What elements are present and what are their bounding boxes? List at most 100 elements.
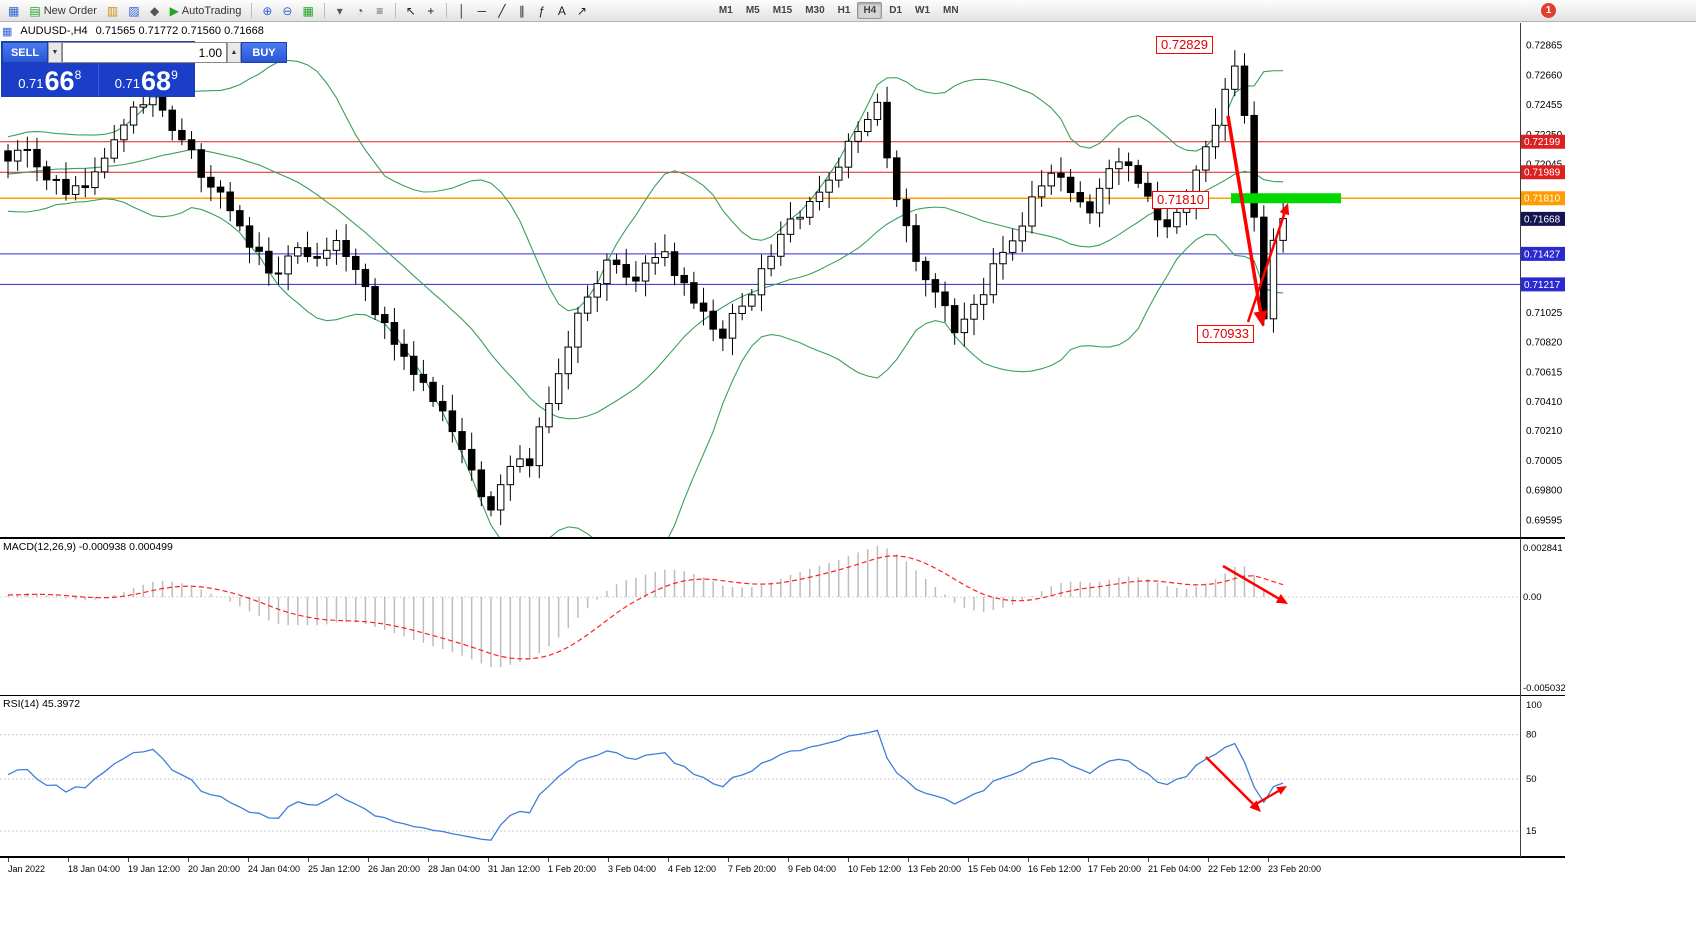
fibonacci-button[interactable]: ƒ bbox=[533, 2, 551, 20]
svg-text:80: 80 bbox=[1526, 730, 1537, 741]
time-label: 19 Jan 12:00 bbox=[128, 864, 181, 874]
timeframe-d1[interactable]: D1 bbox=[889, 5, 903, 16]
crosshair-icon: + bbox=[427, 3, 435, 18]
time-tick bbox=[848, 858, 849, 862]
svg-text:0.70410: 0.70410 bbox=[1526, 397, 1563, 408]
buy-price-main: 68 bbox=[141, 66, 172, 96]
svg-text:0.69800: 0.69800 bbox=[1526, 486, 1563, 497]
new-chart-button[interactable]: ▦ bbox=[4, 2, 23, 20]
buy-button[interactable]: BUY bbox=[241, 42, 287, 63]
timeframe-m5[interactable]: M5 bbox=[745, 5, 760, 16]
market-watch-button[interactable]: ▥ bbox=[103, 2, 122, 20]
vertical-line-icon: │ bbox=[458, 3, 466, 18]
time-tick bbox=[368, 858, 369, 862]
svg-text:0.00: 0.00 bbox=[1523, 592, 1542, 603]
time-tick bbox=[788, 858, 789, 862]
time-label: 28 Jan 04:00 bbox=[428, 864, 481, 874]
price-callout[interactable]: 0.71810 bbox=[1152, 191, 1209, 209]
zoom-out-button[interactable]: ⊖ bbox=[278, 2, 296, 20]
notification-badge[interactable]: 1 bbox=[1541, 3, 1556, 18]
svg-text:0.70820: 0.70820 bbox=[1526, 338, 1563, 349]
toolbar-separator bbox=[251, 3, 253, 18]
crosshair-button[interactable]: + bbox=[422, 2, 440, 20]
new-order-label: New Order bbox=[43, 4, 97, 17]
macd-panel[interactable]: 0.002841 0.00 -0.005032 bbox=[0, 538, 1565, 695]
arrows-tool-button[interactable]: ↗ bbox=[573, 2, 591, 20]
time-tick bbox=[488, 858, 489, 862]
arrows-tool-icon: ↗ bbox=[576, 3, 587, 18]
price-callout[interactable]: 0.70933 bbox=[1197, 325, 1254, 343]
svg-text:0.002841: 0.002841 bbox=[1523, 543, 1563, 554]
sell-price[interactable]: 0.71 66 8 bbox=[2, 63, 98, 96]
data-window-button[interactable]: ▨ bbox=[124, 2, 143, 20]
new-order-button[interactable]: ▤ New Order bbox=[25, 2, 101, 20]
svg-text:100: 100 bbox=[1526, 700, 1542, 711]
horizontal-line-icon: ─ bbox=[477, 3, 487, 18]
time-tick bbox=[1148, 858, 1149, 862]
svg-text:0.72865: 0.72865 bbox=[1526, 41, 1563, 52]
time-tick bbox=[908, 858, 909, 862]
time-label: 26 Jan 20:00 bbox=[368, 864, 421, 874]
price-callout[interactable]: 0.72829 bbox=[1156, 36, 1213, 54]
channel-button[interactable]: ∥ bbox=[513, 2, 531, 20]
buy-price[interactable]: 0.71 68 9 bbox=[97, 63, 195, 96]
cursor-button[interactable]: ↖ bbox=[402, 2, 420, 20]
tile-windows-button[interactable]: ▦ bbox=[298, 2, 317, 20]
timeframe-m30[interactable]: M30 bbox=[805, 5, 825, 16]
time-tick bbox=[1268, 858, 1269, 862]
volume-decrease-button[interactable]: ▼ bbox=[48, 42, 62, 63]
svg-text:0.71810: 0.71810 bbox=[1524, 194, 1561, 205]
time-tick bbox=[608, 858, 609, 862]
time-label: 24 Jan 04:00 bbox=[248, 864, 301, 874]
timeframe-m1[interactable]: M1 bbox=[718, 5, 733, 16]
time-tick bbox=[728, 858, 729, 862]
svg-text:0.72455: 0.72455 bbox=[1526, 100, 1563, 111]
new-chart-icon: ▦ bbox=[8, 3, 20, 18]
zoom-out-icon: ⊖ bbox=[282, 3, 293, 18]
sell-price-pip: 8 bbox=[74, 68, 82, 82]
main-price-chart[interactable]: 0.728650.726600.724550.722500.720450.710… bbox=[0, 23, 1565, 538]
time-tick bbox=[308, 858, 309, 862]
zoom-in-button[interactable]: ⊕ bbox=[258, 2, 276, 20]
svg-text:-0.005032: -0.005032 bbox=[1523, 683, 1565, 694]
period-button[interactable]: ◔ bbox=[351, 2, 369, 20]
time-label: 18 Jan 04:00 bbox=[68, 864, 121, 874]
time-tick bbox=[188, 858, 189, 862]
data-window-icon: ▨ bbox=[128, 3, 140, 18]
time-tick bbox=[1088, 858, 1089, 862]
chart-dropdown-button[interactable]: ▾ bbox=[331, 2, 349, 20]
svg-text:0.71668: 0.71668 bbox=[1524, 214, 1561, 225]
time-tick bbox=[548, 858, 549, 862]
time-tick bbox=[248, 858, 249, 862]
horizontal-line-button[interactable]: ─ bbox=[473, 2, 491, 20]
timeframe-h4[interactable]: H4 bbox=[857, 2, 883, 19]
volume-input[interactable] bbox=[62, 42, 227, 63]
time-label: 10 Feb 12:00 bbox=[848, 864, 902, 874]
timeframe-h1[interactable]: H1 bbox=[837, 5, 851, 16]
timeframe-w1[interactable]: W1 bbox=[915, 5, 931, 16]
rsi-panel[interactable]: 100 80 50 15 bbox=[0, 695, 1565, 857]
svg-text:0.70005: 0.70005 bbox=[1526, 456, 1563, 467]
navigator-icon: ◆ bbox=[149, 3, 160, 18]
sell-button[interactable]: SELL bbox=[2, 42, 48, 63]
time-label: 21 Feb 04:00 bbox=[1148, 864, 1202, 874]
time-label: 3 Feb 04:00 bbox=[608, 864, 657, 874]
tile-windows-icon: ▦ bbox=[302, 3, 314, 18]
text-tool-button[interactable]: A bbox=[553, 2, 571, 20]
vertical-line-button[interactable]: │ bbox=[453, 2, 471, 20]
new-order-icon: ▤ bbox=[29, 3, 41, 18]
trendline-icon: ╱ bbox=[498, 3, 506, 18]
timeframe-m15[interactable]: M15 bbox=[772, 5, 793, 16]
timeframe-mn[interactable]: MN bbox=[943, 5, 959, 16]
time-label: 4 Feb 12:00 bbox=[668, 864, 717, 874]
templates-button[interactable]: ≡ bbox=[371, 2, 389, 20]
navigator-button[interactable]: ◆ bbox=[146, 2, 164, 20]
time-tick bbox=[128, 858, 129, 862]
trendline-button[interactable]: ╱ bbox=[493, 2, 511, 20]
svg-text:0.71989: 0.71989 bbox=[1524, 168, 1561, 179]
autotrading-button[interactable]: ▶ AutoTrading bbox=[166, 2, 246, 20]
time-label: 23 Feb 20:00 bbox=[1268, 864, 1322, 874]
main-toolbar: ▦ ▤ New Order ▥ ▨ ◆ ▶ AutoTrading ⊕ ⊖ ▦ … bbox=[0, 0, 1696, 22]
volume-increase-button[interactable]: ▲ bbox=[227, 42, 241, 63]
templates-icon: ≡ bbox=[376, 3, 384, 18]
